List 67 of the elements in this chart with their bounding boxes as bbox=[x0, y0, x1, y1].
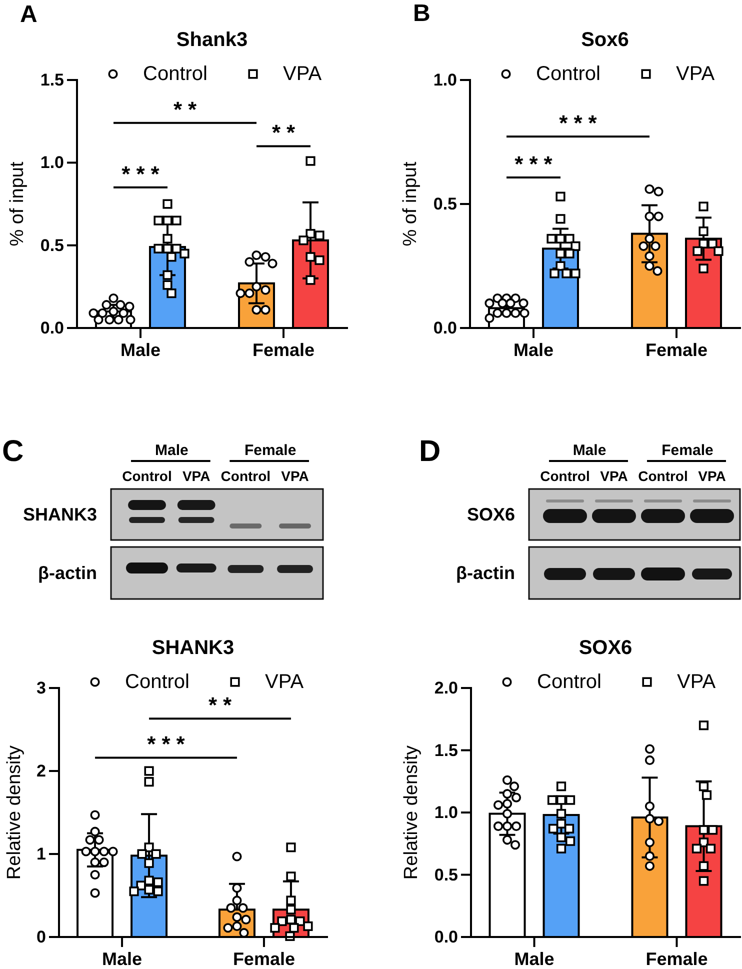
y-tick-label: 0.5 bbox=[40, 236, 64, 255]
legend-label: Control bbox=[143, 63, 208, 85]
annotation: *** bbox=[559, 110, 603, 136]
y-tick-label: 2.0 bbox=[434, 678, 458, 698]
annotation: ** bbox=[208, 692, 238, 718]
y-axis-title: Relative density bbox=[400, 744, 422, 880]
y-tick-label: 1.0 bbox=[433, 70, 457, 90]
text: Female bbox=[244, 442, 296, 459]
chart-title: SOX6 bbox=[578, 637, 632, 659]
legend-label: VPA bbox=[283, 63, 322, 85]
category-label: Control bbox=[122, 468, 172, 484]
y-tick-label: 0.5 bbox=[433, 194, 457, 214]
y-tick-label: 0.0 bbox=[40, 318, 64, 338]
text: Female bbox=[662, 442, 714, 459]
y-tick-label: 0.0 bbox=[433, 318, 457, 338]
category-label: VPA bbox=[281, 468, 309, 484]
y-tick-label: 1.0 bbox=[434, 803, 458, 822]
y-tick-label: 3 bbox=[36, 678, 46, 698]
legend-label: VPA bbox=[265, 671, 304, 693]
category-label: Control bbox=[638, 468, 688, 484]
text: B bbox=[413, 0, 430, 27]
category-label: β-actin bbox=[38, 563, 97, 583]
y-tick-label: 0.5 bbox=[434, 865, 458, 884]
x-tick-label: Female bbox=[252, 340, 315, 360]
category-label: Control bbox=[540, 468, 590, 484]
x-tick-label: Male bbox=[120, 340, 161, 360]
y-tick-label: 0.0 bbox=[434, 928, 458, 946]
y-tick-label: 1.5 bbox=[40, 70, 64, 90]
x-tick-label: Female bbox=[232, 949, 295, 969]
annotation: ** bbox=[173, 96, 203, 122]
text: D bbox=[419, 435, 441, 468]
x-tick-label: Male bbox=[514, 949, 554, 969]
annotation: *** bbox=[514, 151, 558, 176]
chart-title: Shank3 bbox=[176, 29, 248, 51]
text: Male bbox=[154, 442, 188, 459]
x-tick-label: Male bbox=[102, 949, 142, 969]
y-axis-title: % of input bbox=[6, 161, 28, 246]
category-label: Control bbox=[220, 468, 271, 484]
annotation: *** bbox=[147, 732, 191, 757]
legend-label: VPA bbox=[676, 63, 716, 85]
x-tick-label: Male bbox=[513, 340, 554, 360]
category-label: SOX6 bbox=[466, 504, 515, 524]
x-tick-label: Female bbox=[645, 340, 708, 360]
text: Male bbox=[572, 442, 606, 459]
y-tick-label: 0 bbox=[36, 928, 46, 946]
y-axis-title: Relative density bbox=[4, 744, 24, 880]
annotation: *** bbox=[122, 161, 166, 186]
legend-label: Control bbox=[537, 671, 602, 693]
category-label: VPA bbox=[182, 468, 210, 484]
text: A bbox=[20, 1, 38, 28]
legend-label: Control bbox=[125, 671, 190, 693]
y-tick-label: 2 bbox=[36, 762, 46, 780]
category-label: β-actin bbox=[456, 563, 515, 583]
chart-title: SHANK3 bbox=[152, 637, 234, 659]
category-label: SHANK3 bbox=[22, 504, 97, 524]
y-tick-label: 1 bbox=[36, 844, 46, 864]
text: C bbox=[2, 435, 24, 468]
x-tick-label: Female bbox=[646, 949, 708, 969]
y-tick-label: 1.5 bbox=[434, 740, 458, 760]
y-tick-label: 1.0 bbox=[40, 153, 64, 172]
legend-label: Control bbox=[536, 63, 600, 85]
annotation: ** bbox=[272, 120, 302, 146]
category-label: VPA bbox=[600, 468, 628, 484]
legend-label: VPA bbox=[677, 671, 716, 693]
chart-title: Sox6 bbox=[581, 29, 629, 51]
category-label: VPA bbox=[698, 468, 726, 484]
y-axis-title: % of input bbox=[400, 161, 420, 246]
